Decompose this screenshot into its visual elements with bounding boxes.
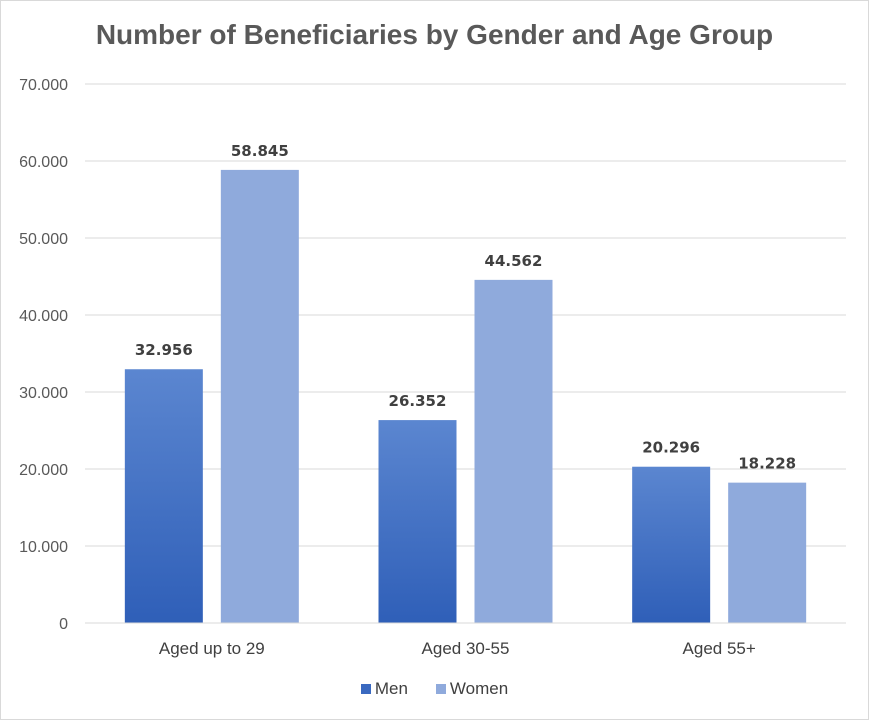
y-tick-label: 20.000 <box>19 462 68 479</box>
x-category-label: Aged 55+ <box>683 639 756 658</box>
data-label: 44.562 <box>485 252 543 270</box>
y-tick-label: 0 <box>59 616 68 633</box>
data-label: 18.228 <box>738 455 796 473</box>
legend-swatch-women <box>435 684 446 694</box>
bar-women-1 <box>474 279 553 623</box>
legend-swatch-men <box>360 684 371 694</box>
x-category-label: Aged 30-55 <box>422 639 510 658</box>
y-tick-label: 60.000 <box>19 154 68 171</box>
chart-legend: Men Women <box>1 679 868 699</box>
data-label: 32.956 <box>135 341 193 359</box>
y-tick-label: 70.000 <box>19 77 68 94</box>
data-label: 26.352 <box>389 392 447 410</box>
data-label: 58.845 <box>231 142 289 160</box>
y-tick-label: 30.000 <box>19 385 68 402</box>
legend-item-women: Women <box>435 679 509 699</box>
x-category-label: Aged up to 29 <box>159 639 265 658</box>
bar-men-2 <box>632 466 711 623</box>
bar-women-2 <box>728 482 807 623</box>
bar-men-1 <box>378 420 457 623</box>
legend-label-women: Women <box>449 679 509 698</box>
data-label: 20.296 <box>642 439 700 457</box>
bar-women-0 <box>220 169 299 623</box>
legend-label-men: Men <box>374 679 408 698</box>
chart-title: Number of Beneficiaries by Gender and Ag… <box>95 19 774 50</box>
y-tick-label: 50.000 <box>19 231 68 248</box>
y-tick-label: 40.000 <box>19 308 68 325</box>
y-tick-label: 10.000 <box>19 539 68 556</box>
legend-item-men: Men <box>360 679 408 699</box>
bar-men-0 <box>124 369 203 623</box>
